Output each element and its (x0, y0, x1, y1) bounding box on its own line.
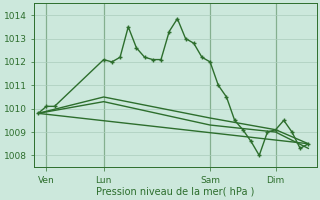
X-axis label: Pression niveau de la mer( hPa ): Pression niveau de la mer( hPa ) (96, 187, 254, 197)
